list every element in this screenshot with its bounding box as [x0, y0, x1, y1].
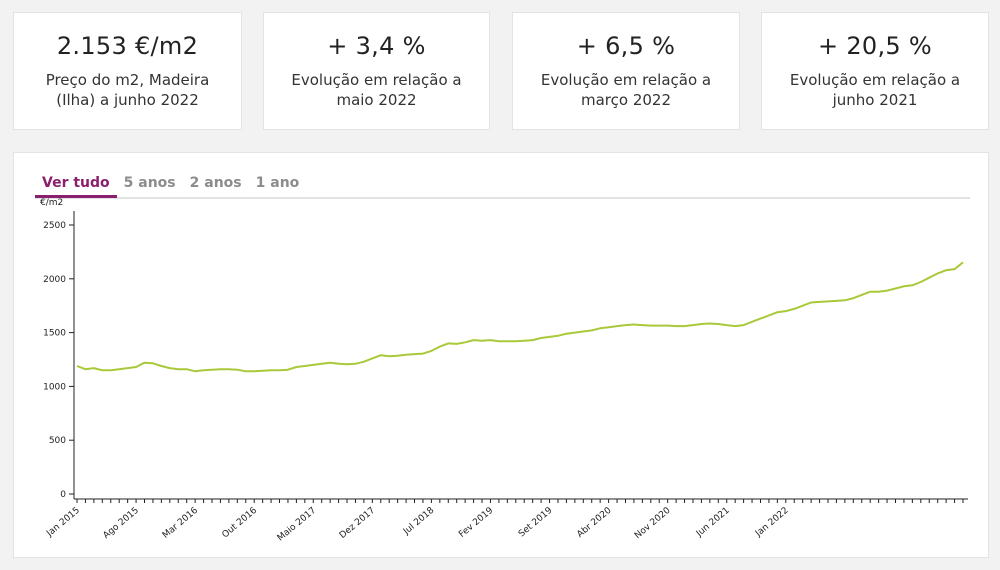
x-tick-label: Mar 2016 — [161, 505, 200, 540]
stat-card-quarterly-change: + 6,5 % Evolução em relação a março 2022 — [512, 12, 740, 130]
stat-value: + 20,5 % — [817, 32, 932, 60]
tab-2-years[interactable]: 2 anos — [189, 175, 242, 191]
x-tick-label: Nov 2020 — [633, 505, 673, 541]
tab-1-year[interactable]: 1 ano — [255, 175, 300, 191]
stat-value: + 3,4 % — [327, 32, 426, 60]
x-tick-label: Jan 2022 — [753, 506, 791, 540]
stat-value: + 6,5 % — [576, 32, 676, 60]
tab-5-years[interactable]: 5 anos — [123, 175, 176, 191]
x-tick-label: Ago 2015 — [102, 506, 141, 541]
y-tick-label: 1000 — [43, 382, 66, 392]
y-tick-label: 1500 — [43, 329, 66, 339]
x-tick-label: Out 2016 — [220, 505, 259, 540]
y-tick-label: 2500 — [43, 221, 66, 231]
stat-card-price: 2.153 €/m2 Preço do m2, Madeira (Ilha) a… — [13, 12, 242, 130]
x-tick-label: Dez 2017 — [338, 506, 377, 541]
x-tick-label: Fev 2019 — [457, 505, 495, 539]
x-tick-label: Maio 2017 — [276, 506, 318, 544]
x-tick-label: Jun 2021 — [694, 506, 732, 540]
stat-label: Evolução em relação a março 2022 — [540, 71, 712, 109]
stat-label: Evolução em relação a maio 2022 — [291, 71, 462, 109]
stat-label: Preço do m2, Madeira (Ilha) a junho 2022 — [45, 71, 210, 109]
tab-all[interactable]: Ver tudo — [35, 173, 117, 198]
period-tabs: Ver tudo 5 anos 2 anos 1 ano — [35, 173, 970, 199]
stat-value: 2.153 €/m2 — [56, 32, 199, 60]
x-tick-label: Jul 2018 — [401, 505, 436, 537]
stat-card-monthly-change: + 3,4 % Evolução em relação a maio 2022 — [263, 12, 490, 130]
x-tick-label: Abr 2020 — [575, 505, 613, 539]
stat-label: Evolução em relação a junho 2021 — [789, 71, 961, 109]
y-tick-label: 500 — [49, 436, 66, 446]
x-tick-label: Jan 2015 — [44, 506, 82, 540]
y-tick-label: 2000 — [43, 275, 66, 285]
y-tick-label: 0 — [60, 490, 66, 500]
x-tick-label: Set 2019 — [517, 505, 555, 539]
price-line-chart: €/m2 0 500 1000 1500 2000 2500 Jan 2015 Ago 2015… — [40, 198, 968, 544]
stat-card-yearly-change: + 20,5 % Evolução em relação a junho 202… — [761, 12, 989, 130]
price-series-line — [76, 261, 964, 373]
price-chart-card: Ver tudo 5 anos 2 anos 1 ano €/m2 0 500 100… — [13, 152, 989, 558]
y-axis-label: €/m2 — [40, 198, 63, 208]
